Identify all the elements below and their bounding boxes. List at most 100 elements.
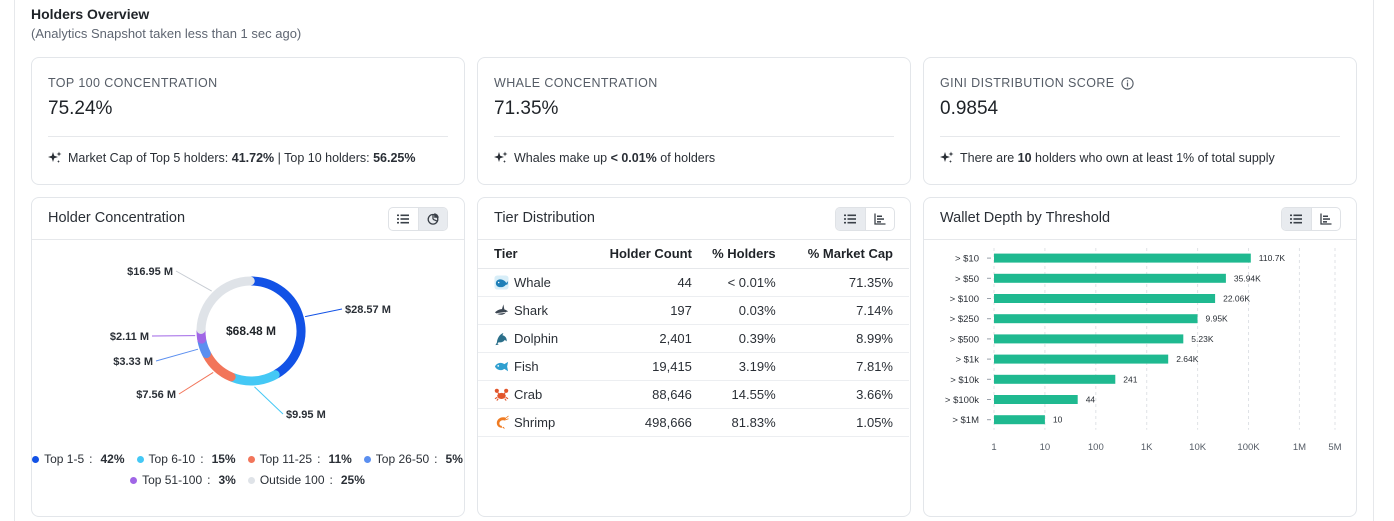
note-value: 10 bbox=[1017, 151, 1032, 165]
legend-dot bbox=[136, 455, 144, 463]
fish-icon bbox=[494, 361, 509, 371]
bar-data-label: 9.95K bbox=[1206, 314, 1229, 324]
holder-count: 2,401 bbox=[583, 324, 692, 353]
table-row: Whale 44 < 0.01% 71.35% bbox=[478, 268, 909, 297]
tier-cell: Dolphin bbox=[478, 324, 584, 353]
legend-value: 42% bbox=[100, 452, 125, 466]
market-cap-percent: 3.66% bbox=[775, 380, 909, 409]
dolphin-icon bbox=[495, 332, 507, 345]
holders-percent: 14.55% bbox=[691, 380, 776, 409]
legend-label: Top 11-25 bbox=[259, 452, 313, 466]
tier-cell: Whale bbox=[478, 268, 584, 297]
legend-item: Top 26-50:5% bbox=[363, 452, 463, 466]
legend-item: Top 1-5:42% bbox=[32, 452, 125, 466]
holder-concentration-panel: Holder Concentration $28.57 M $9.95 M $7.5… bbox=[31, 197, 465, 517]
note-text: holders who own at least 1% of total sup… bbox=[1031, 151, 1275, 165]
legend-dot bbox=[247, 476, 255, 484]
y-category-label: > $100 bbox=[950, 294, 979, 305]
sparkle-icon bbox=[494, 151, 508, 163]
panel-title: Tier Distribution bbox=[494, 210, 595, 226]
bar-view-button[interactable] bbox=[864, 208, 895, 230]
panel-title: Wallet Depth by Threshold bbox=[940, 210, 1111, 226]
column-header: % Market Cap bbox=[775, 240, 909, 269]
donut-slice-outside-100[interactable] bbox=[196, 276, 255, 334]
bar[interactable] bbox=[994, 273, 1226, 283]
info-icon[interactable] bbox=[1120, 76, 1134, 90]
divider bbox=[924, 239, 1356, 240]
donut-leader-line bbox=[304, 308, 343, 318]
list-view-button[interactable] bbox=[836, 208, 865, 230]
note-text: Market Cap of Top 5 holders: bbox=[68, 151, 232, 165]
tier-name: Fish bbox=[514, 358, 539, 374]
legend-label: Top 51-100 bbox=[142, 473, 203, 487]
market-cap-percent: 7.14% bbox=[775, 296, 909, 325]
legend-item: Top 11-25:11% bbox=[247, 452, 352, 466]
list-icon bbox=[397, 214, 410, 224]
x-tick-label: 1 bbox=[991, 442, 996, 453]
shark-icon bbox=[494, 303, 509, 315]
bar[interactable] bbox=[994, 374, 1116, 384]
bar[interactable] bbox=[994, 415, 1045, 425]
table-row: Crab 88,646 14.55% 3.66% bbox=[478, 380, 909, 409]
bar-view-button[interactable] bbox=[1310, 208, 1341, 230]
bar-chart-icon bbox=[874, 213, 886, 225]
x-tick-label: 100 bbox=[1088, 442, 1104, 453]
note-text: | Top 10 holders: bbox=[274, 151, 374, 165]
list-view-button[interactable] bbox=[389, 208, 418, 230]
divider bbox=[478, 239, 910, 240]
holder-count: 19,415 bbox=[583, 352, 692, 381]
stat-value: 71.35% bbox=[494, 98, 559, 119]
tier-distribution-panel: Tier Distribution Tier Holder Count % Ho… bbox=[477, 197, 911, 517]
tier-name: Dolphin bbox=[514, 330, 559, 346]
donut-slice-top-1-5[interactable] bbox=[247, 276, 306, 379]
holders-percent: 81.83% bbox=[691, 408, 776, 437]
bar[interactable] bbox=[994, 395, 1078, 404]
donut-legend-row-1: Top 1-5:42% Top 6-10:15% Top 11-25:11% T… bbox=[32, 452, 463, 466]
column-header: Tier bbox=[478, 240, 584, 269]
pie-view-button[interactable] bbox=[417, 208, 447, 230]
stat-card-whale: WHALE CONCENTRATION 71.35% Whales make u… bbox=[477, 57, 911, 185]
table-row: Dolphin 2,401 0.39% 8.99% bbox=[478, 324, 909, 353]
tier-cell: Fish bbox=[478, 352, 584, 381]
stat-note: Whales make up < 0.01% of holders bbox=[494, 151, 715, 165]
stat-label: TOP 100 CONCENTRATION bbox=[48, 76, 218, 90]
bar[interactable] bbox=[994, 294, 1216, 303]
bar[interactable] bbox=[994, 354, 1169, 364]
donut-center-label: $68.48 M bbox=[226, 324, 276, 338]
holders-percent: < 0.01% bbox=[691, 268, 776, 297]
table-row: Shark 197 0.03% 7.14% bbox=[478, 296, 909, 325]
donut-slice-top-6-10[interactable] bbox=[228, 370, 280, 386]
legend-dot bbox=[130, 476, 138, 484]
stat-label-row: GINI DISTRIBUTION SCORE bbox=[940, 76, 1134, 90]
market-cap-percent: 8.99% bbox=[775, 324, 909, 353]
column-header: % Holders bbox=[691, 240, 776, 269]
table-row: Shrimp 498,666 81.83% 1.05% bbox=[478, 408, 909, 437]
shrimp-icon bbox=[496, 415, 509, 429]
bar[interactable] bbox=[994, 334, 1184, 344]
divider bbox=[48, 136, 448, 137]
tier-name: Shark bbox=[514, 302, 548, 318]
legend-value: 3% bbox=[218, 473, 236, 487]
holder-count: 498,666 bbox=[583, 408, 692, 437]
legend-label: Outside 100 bbox=[259, 473, 325, 487]
y-category-label: > $50 bbox=[955, 274, 979, 285]
sparkle-icon bbox=[940, 151, 954, 163]
legend-label: Top 26-50 bbox=[375, 452, 430, 466]
list-view-button[interactable] bbox=[1282, 208, 1311, 230]
bar[interactable] bbox=[994, 253, 1251, 263]
wallet-depth-chart: 1 10 100 1K 10K 100K 1M 5M > $10 110.7K > $50 35.94… bbox=[945, 248, 1342, 453]
legend-value: 5% bbox=[445, 452, 463, 466]
tier-cell: Shrimp bbox=[478, 408, 584, 437]
divider bbox=[32, 239, 464, 240]
donut-data-label: $7.56 M bbox=[136, 389, 176, 401]
list-icon bbox=[844, 214, 857, 224]
panel-title: Holder Concentration bbox=[48, 210, 186, 226]
bar[interactable] bbox=[994, 314, 1198, 324]
legend-item: Top 51-100:3% bbox=[130, 473, 236, 487]
note-value: 56.25% bbox=[373, 151, 416, 165]
y-category-label: > $10 bbox=[955, 254, 979, 265]
donut-data-label: $16.95 M bbox=[127, 266, 173, 278]
column-header: Holder Count bbox=[583, 240, 692, 269]
legend-dot bbox=[363, 455, 371, 463]
note-value: < 0.01% bbox=[610, 151, 657, 165]
